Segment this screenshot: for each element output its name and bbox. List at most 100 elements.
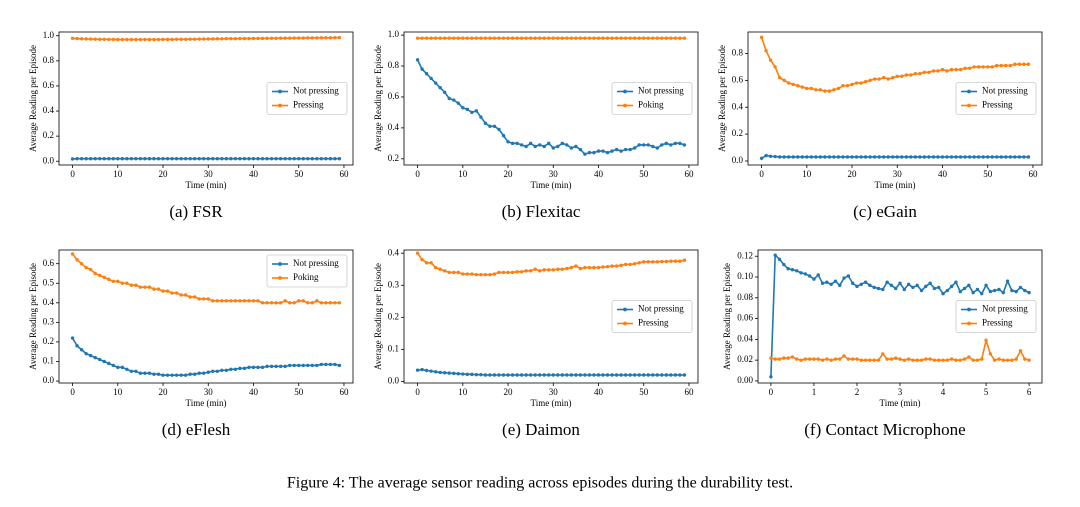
marker [84, 37, 88, 41]
marker [803, 357, 808, 361]
marker [197, 371, 201, 375]
marker [886, 77, 890, 81]
marker [333, 35, 337, 40]
y-tick-label: 0.10 [737, 271, 753, 281]
y-tick-label: 0.2 [732, 128, 743, 138]
marker [238, 299, 242, 303]
marker [790, 355, 795, 359]
x-tick-label: 50 [983, 169, 993, 179]
axes-frame [403, 249, 699, 384]
subplot-caption: (a) FSR [169, 202, 223, 221]
marker [542, 36, 546, 40]
marker [814, 155, 818, 159]
marker [152, 287, 156, 291]
marker [872, 358, 876, 362]
marker [601, 149, 605, 153]
marker [805, 155, 809, 159]
marker [515, 141, 519, 146]
marker [470, 36, 474, 40]
marker [183, 293, 188, 297]
marker [306, 36, 310, 40]
marker [152, 37, 156, 42]
marker [506, 140, 510, 144]
legend-label: Not pressing [982, 304, 1028, 314]
marker [111, 157, 115, 161]
marker [278, 364, 283, 369]
marker [515, 36, 519, 40]
marker [628, 262, 632, 267]
marker [919, 288, 924, 293]
marker [605, 373, 610, 377]
marker [247, 157, 251, 161]
marker [75, 344, 79, 348]
marker [820, 281, 825, 285]
marker [868, 283, 872, 288]
marker [980, 291, 984, 296]
marker [610, 264, 614, 268]
marker [790, 268, 795, 272]
marker [823, 155, 827, 159]
marker [70, 36, 75, 40]
marker [98, 157, 102, 161]
y-tick-label: 0.0 [732, 155, 744, 165]
marker [614, 147, 619, 152]
marker [850, 155, 854, 159]
marker [315, 157, 319, 161]
marker [807, 274, 812, 278]
legend-box [266, 254, 348, 288]
line [770, 337, 1030, 362]
marker [655, 260, 659, 264]
marker [429, 76, 433, 81]
marker [551, 36, 555, 40]
marker [456, 101, 460, 105]
x-tick-label: 60 [684, 387, 694, 397]
marker [438, 267, 442, 271]
marker [859, 282, 863, 286]
marker [161, 157, 165, 161]
y-tick-label: 0.6 [43, 80, 55, 90]
marker [642, 373, 646, 377]
y-tick-label: 0.6 [43, 258, 55, 268]
marker [1022, 62, 1026, 66]
y-tick-label: 0.0 [43, 155, 55, 165]
marker [547, 373, 551, 377]
marker [632, 146, 637, 150]
marker [70, 252, 75, 256]
marker [664, 373, 669, 377]
axes-frame [757, 249, 1043, 384]
marker [587, 36, 592, 40]
marker [75, 36, 79, 41]
marker [179, 37, 183, 41]
marker [179, 157, 183, 161]
marker [825, 280, 829, 284]
marker [673, 373, 678, 377]
marker [981, 155, 985, 159]
marker [818, 88, 823, 92]
x-tick-label: 50 [639, 387, 649, 397]
marker [962, 357, 967, 361]
marker [310, 363, 314, 368]
marker [461, 272, 465, 276]
marker [79, 261, 84, 266]
marker [483, 272, 488, 277]
marker [224, 157, 229, 161]
marker [75, 258, 79, 262]
marker [443, 90, 447, 95]
marker [922, 155, 927, 159]
marker [795, 269, 799, 273]
marker [1004, 155, 1008, 159]
marker [842, 354, 846, 358]
marker [488, 124, 492, 129]
marker [632, 262, 637, 266]
marker [310, 157, 314, 161]
marker [941, 291, 945, 296]
marker [833, 279, 838, 283]
marker [260, 301, 265, 305]
marker [1018, 349, 1023, 353]
marker [601, 36, 605, 40]
marker [619, 149, 623, 153]
marker [287, 363, 292, 368]
marker [147, 371, 152, 375]
marker [556, 267, 560, 271]
marker [242, 299, 247, 303]
